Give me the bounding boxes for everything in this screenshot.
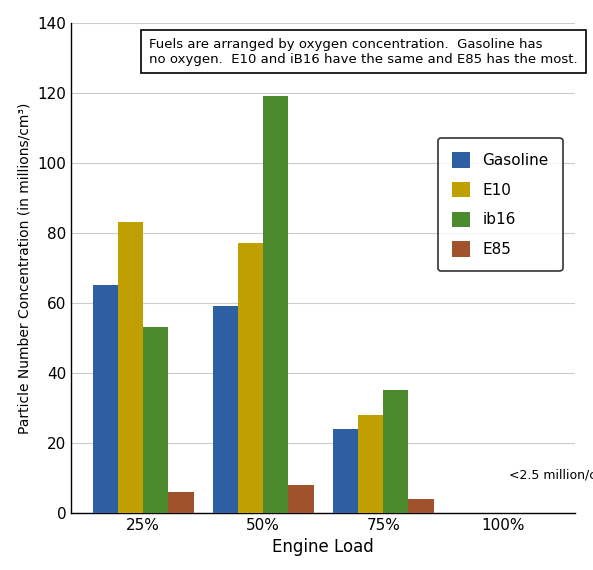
Bar bbox=[383, 390, 409, 513]
Bar bbox=[263, 96, 288, 513]
Y-axis label: Particle Number Concentration (in millions/cm³): Particle Number Concentration (in millio… bbox=[18, 102, 32, 434]
Text: Fuels are arranged by oxygen concentration.  Gasoline has
no oxygen.  E10 and iB: Fuels are arranged by oxygen concentrati… bbox=[149, 38, 578, 66]
Legend: Gasoline, E10, ib16, E85: Gasoline, E10, ib16, E85 bbox=[438, 139, 563, 271]
Bar bbox=[409, 499, 433, 513]
Bar bbox=[213, 307, 238, 513]
Bar bbox=[288, 485, 314, 513]
Text: <2.5 million/cm³: <2.5 million/cm³ bbox=[509, 469, 593, 482]
Bar bbox=[143, 327, 168, 513]
Bar bbox=[238, 243, 263, 513]
Bar bbox=[358, 415, 383, 513]
Bar bbox=[93, 286, 118, 513]
Bar bbox=[168, 492, 193, 513]
Bar bbox=[333, 429, 358, 513]
Bar bbox=[118, 222, 143, 513]
X-axis label: Engine Load: Engine Load bbox=[272, 539, 374, 556]
